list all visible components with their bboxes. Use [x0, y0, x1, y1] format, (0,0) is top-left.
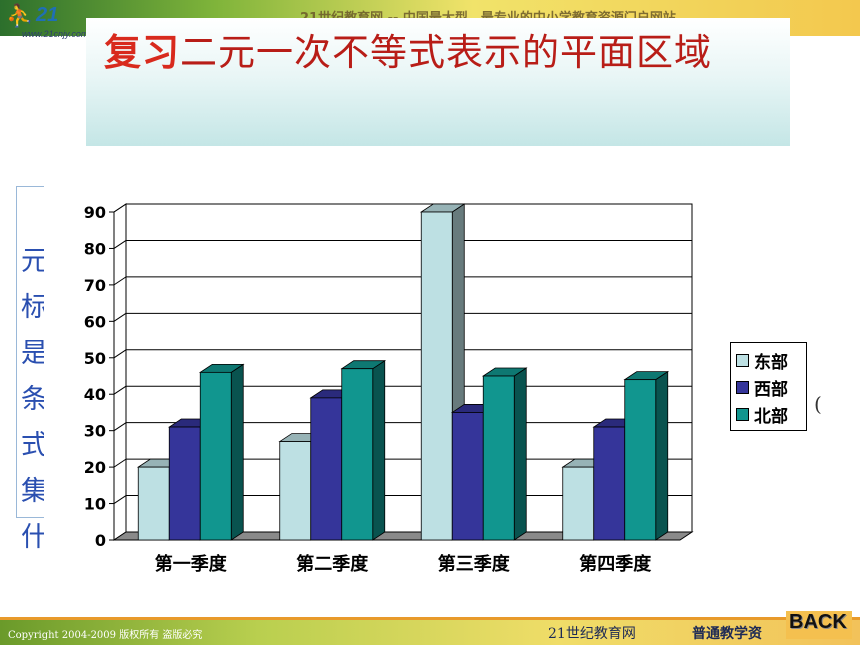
y-tick-label: 60	[84, 312, 106, 331]
runner-logo-icon: ⛹	[6, 4, 34, 29]
gridline-depth	[113, 240, 127, 249]
gridline-depth	[113, 495, 127, 504]
side-text: 元 标 是 条 式 集 什	[21, 246, 48, 553]
y-tick-label: 40	[84, 385, 106, 404]
gridline-depth	[113, 422, 127, 432]
logo-url: www.21cnjy.com	[22, 29, 89, 39]
logo-number: 21	[36, 4, 59, 26]
legend-label-west: 西部	[754, 380, 788, 400]
bar	[624, 379, 657, 541]
bar	[199, 371, 232, 541]
legend-item-north: 北部	[736, 401, 801, 428]
y-tick-label: 0	[95, 531, 106, 550]
y-tick-label: 80	[84, 239, 106, 258]
bar	[420, 211, 453, 541]
side-text-box: 元 标 是 条 式 集 什	[16, 186, 48, 553]
legend-item-west: 西部	[736, 374, 801, 401]
legend-swatch-north	[736, 408, 749, 421]
bar-side	[513, 367, 527, 541]
title-box: 复习二元一次不等式表示的平面区域	[86, 18, 790, 146]
y-tick-label: 70	[84, 276, 106, 295]
footer-bar: Copyright 2004-2009 版权所有 盗版必究 21世纪教育网 普通…	[0, 617, 860, 645]
legend-label-east: 东部	[754, 353, 788, 373]
bar-chart: 0 10 20 30 40 50 60 70 80 90 第一季度 第二季度 第三季度 第四季度	[84, 203, 694, 575]
y-tick-label: 50	[84, 349, 106, 368]
bar	[593, 426, 626, 541]
bar	[279, 441, 312, 541]
title-rest: 二元一次不等式表示的平面区域	[180, 31, 712, 74]
stray-char: (	[814, 392, 822, 416]
slide-title: 复习二元一次不等式表示的平面区域	[104, 22, 712, 76]
gridline-depth	[113, 312, 127, 322]
y-tick-label: 20	[84, 458, 106, 477]
plot-side-wall	[113, 203, 127, 541]
bar	[341, 368, 374, 541]
y-tick-label: 30	[84, 422, 106, 441]
chart-legend: 东部 西部 北部	[730, 342, 807, 431]
x-tick-label: 第二季度	[296, 553, 369, 575]
title-accent: 复习	[104, 30, 180, 74]
x-tick-label: 第四季度	[579, 553, 652, 575]
back-button[interactable]: BACK	[786, 611, 852, 639]
gridline-depth	[113, 349, 127, 359]
bar-side	[372, 359, 386, 541]
footer-sub-text: 普通教学资	[692, 626, 762, 642]
bar	[310, 397, 343, 541]
y-tick-label: 90	[84, 203, 106, 222]
bar	[137, 466, 170, 541]
chart-area: 0 10 20 30 40 50 60 70 80 90 第一季度 第二季度 第三季度 第四季度	[44, 182, 816, 592]
bar	[482, 375, 515, 541]
site-logo[interactable]: ⛹ 21 www.21cnjy.com	[2, 0, 112, 42]
footer-site-name: 21世纪教育网	[548, 626, 636, 642]
copyright-text: Copyright 2004-2009 版权所有 盗版必究	[8, 630, 203, 641]
gridline-depth	[113, 203, 127, 213]
y-tick-label: 10	[84, 495, 106, 514]
legend-swatch-west	[736, 381, 749, 394]
gridline-depth	[113, 276, 127, 286]
bar	[562, 466, 595, 541]
x-tick-label: 第三季度	[438, 553, 511, 575]
gridline-depth	[113, 458, 127, 468]
x-tick-label: 第一季度	[155, 553, 228, 575]
bar	[451, 412, 484, 541]
legend-item-east: 东部	[736, 347, 801, 374]
legend-swatch-east	[736, 354, 749, 367]
gridline-depth	[113, 385, 127, 395]
bar	[168, 426, 201, 541]
legend-label-north: 北部	[754, 407, 788, 427]
bar-side	[230, 363, 244, 541]
bar-side	[655, 370, 669, 541]
